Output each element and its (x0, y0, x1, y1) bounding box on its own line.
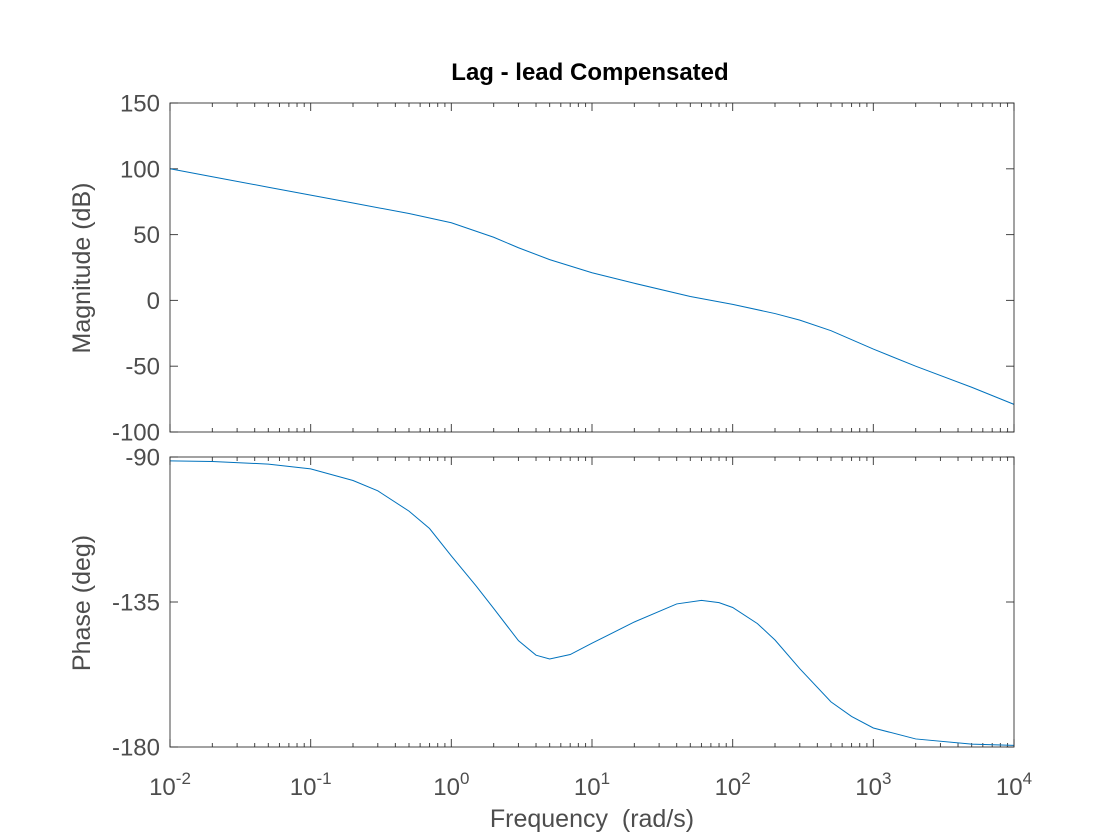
x-tick-label-exponent: -2 (176, 769, 191, 788)
x-tick-label-base: 10 (433, 774, 460, 801)
phase-series-line (169, 460, 1015, 746)
x-tick-label: 100 (433, 769, 469, 801)
y-tick-label: -100 (112, 420, 160, 447)
y-tick-label: -90 (125, 445, 160, 472)
x-tick-label-base: 10 (715, 774, 742, 801)
x-tick-label-exponent: 1 (601, 769, 610, 788)
chart-title: Lag - lead Compensated (451, 59, 728, 86)
phase-y-tick-labels: -90 -135 -180 (112, 445, 160, 762)
x-tick-label-exponent: 2 (741, 769, 750, 788)
magnitude-plot-area (170, 103, 1014, 432)
x-tick-label: 10-2 (149, 769, 191, 801)
frequency-x-tick-labels: 10-2 10-1 100 101 102 103 104 (149, 769, 1032, 801)
x-tick-label-exponent: 0 (460, 769, 469, 788)
y-tick-label: -180 (112, 735, 160, 762)
y-tick-label: 50 (133, 222, 160, 249)
x-tick-label-exponent: 3 (882, 769, 891, 788)
y-tick-label: 100 (120, 156, 160, 183)
x-tick-label-exponent: -1 (316, 769, 331, 788)
phase-y-axis-label: Phase (deg) (68, 535, 96, 671)
phase-plot-area (170, 457, 1014, 747)
magnitude-axes-box (169, 102, 1015, 433)
y-tick-label: -50 (125, 354, 160, 381)
phase-axes-box (169, 456, 1015, 748)
x-tick-label-base: 10 (149, 774, 176, 801)
x-tick-label: 104 (996, 769, 1032, 801)
magnitude-y-tick-labels: 150 100 50 0 -50 -100 (112, 91, 160, 447)
x-tick-label-exponent: 4 (1023, 769, 1032, 788)
y-tick-label: 0 (147, 288, 160, 315)
x-axis-label: Frequency (rad/s) (490, 805, 694, 833)
x-tick-label: 102 (715, 769, 751, 801)
magnitude-series-line (169, 168, 1015, 405)
x-tick-label-base: 10 (290, 774, 317, 801)
x-tick-label-base: 10 (855, 774, 882, 801)
y-tick-label: -135 (112, 590, 160, 617)
y-tick-label: 150 (120, 91, 160, 118)
x-tick-label: 101 (574, 769, 610, 801)
magnitude-y-axis-label: Magnitude (dB) (68, 183, 96, 354)
x-tick-label-base: 10 (996, 774, 1023, 801)
phase-axes: -90-135-180 10-2 10-1 100 101 102 103 104 (112, 445, 1032, 802)
x-tick-label: 10-1 (290, 769, 332, 801)
x-tick-label-base: 10 (574, 774, 601, 801)
magnitude-axes: 150 100 50 0 -50 -100 (112, 91, 1015, 447)
x-tick-label: 103 (855, 769, 891, 801)
